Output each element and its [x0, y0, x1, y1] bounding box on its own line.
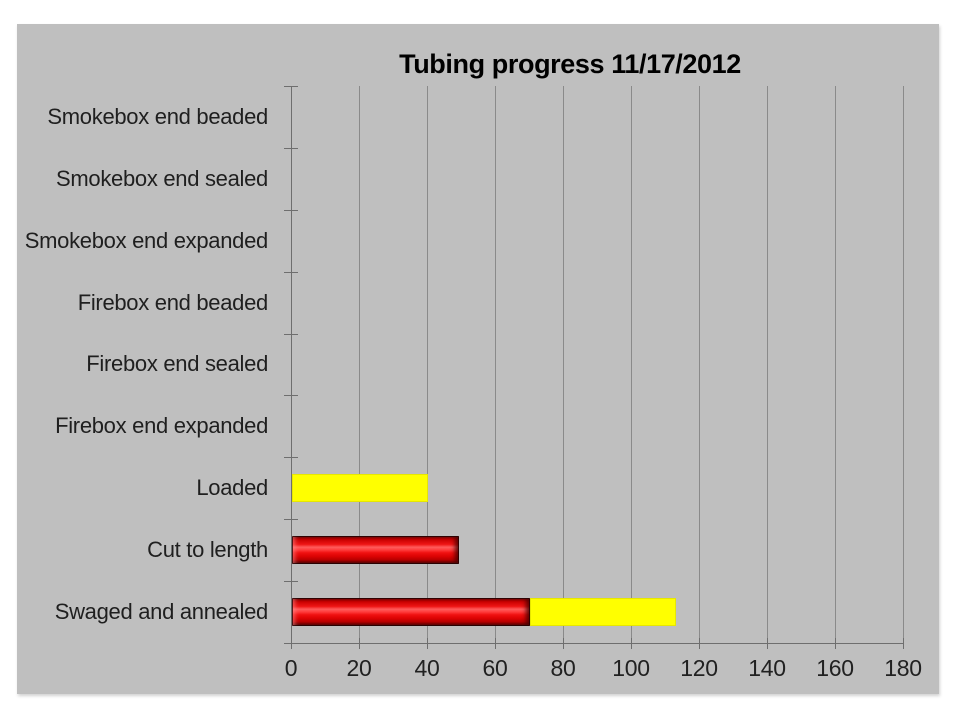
category-label: Firebox end expanded — [55, 413, 268, 439]
category-axis-tick — [284, 395, 298, 396]
category-axis-labels: Smokebox end beaded Smokebox end sealed Sm… — [17, 86, 269, 643]
category-axis-tick — [284, 272, 298, 273]
chart-title: Tubing progress 11/17/2012 — [399, 49, 741, 79]
value-axis-line — [291, 643, 904, 644]
category-axis-tick — [284, 457, 298, 458]
slide: Tubing progress 11/17/2012 0 20 40 60 80 100 1… — [17, 24, 939, 694]
value-axis-tick-label: 100 — [612, 655, 650, 681]
category-axis-tick — [284, 334, 298, 335]
plot-area: 0 20 40 60 80 100 120 140 160 180 — [17, 24, 939, 694]
gridline — [495, 86, 496, 643]
bar-segment-red — [292, 536, 459, 564]
category-axis-tick — [284, 581, 298, 582]
value-axis-tick-label: 80 — [550, 655, 576, 681]
bar-segment-red — [292, 598, 530, 626]
gridline — [563, 86, 564, 643]
category-label: Cut to length — [147, 537, 268, 563]
bar-segment-yellow — [530, 598, 676, 626]
gridline — [359, 86, 360, 643]
category-axis-tick — [284, 86, 298, 87]
value-axis-tick-label: 140 — [748, 655, 786, 681]
category-axis-tick — [284, 148, 298, 149]
value-axis-tick-label: 40 — [414, 655, 440, 681]
category-label: Loaded — [196, 475, 268, 501]
gridline — [835, 86, 836, 643]
category-label: Firebox end sealed — [86, 351, 268, 377]
gridline — [767, 86, 768, 643]
value-axis-tick-label: 160 — [816, 655, 854, 681]
category-axis-tick — [284, 210, 298, 211]
value-axis-tick-label: 180 — [884, 655, 922, 681]
category-axis-line — [291, 86, 292, 643]
value-axis-tick-label: 120 — [680, 655, 718, 681]
category-axis-tick — [284, 643, 298, 644]
category-label: Smokebox end expanded — [24, 227, 269, 253]
value-axis-tick-label: 20 — [346, 655, 372, 681]
gridline — [631, 86, 632, 643]
category-label: Smokebox end beaded — [47, 103, 268, 129]
value-axis-tick-label: 60 — [482, 655, 508, 681]
category-axis-tick — [284, 519, 298, 520]
gridline — [427, 86, 428, 643]
bar-segment-yellow — [292, 474, 428, 502]
category-label: Smokebox end sealed — [55, 165, 268, 191]
value-axis-tick-label: 0 — [284, 655, 298, 681]
category-label: Firebox end beaded — [77, 289, 269, 315]
gridline — [903, 86, 904, 643]
gridline — [699, 86, 700, 643]
category-label: Swaged and annealed — [54, 599, 269, 625]
